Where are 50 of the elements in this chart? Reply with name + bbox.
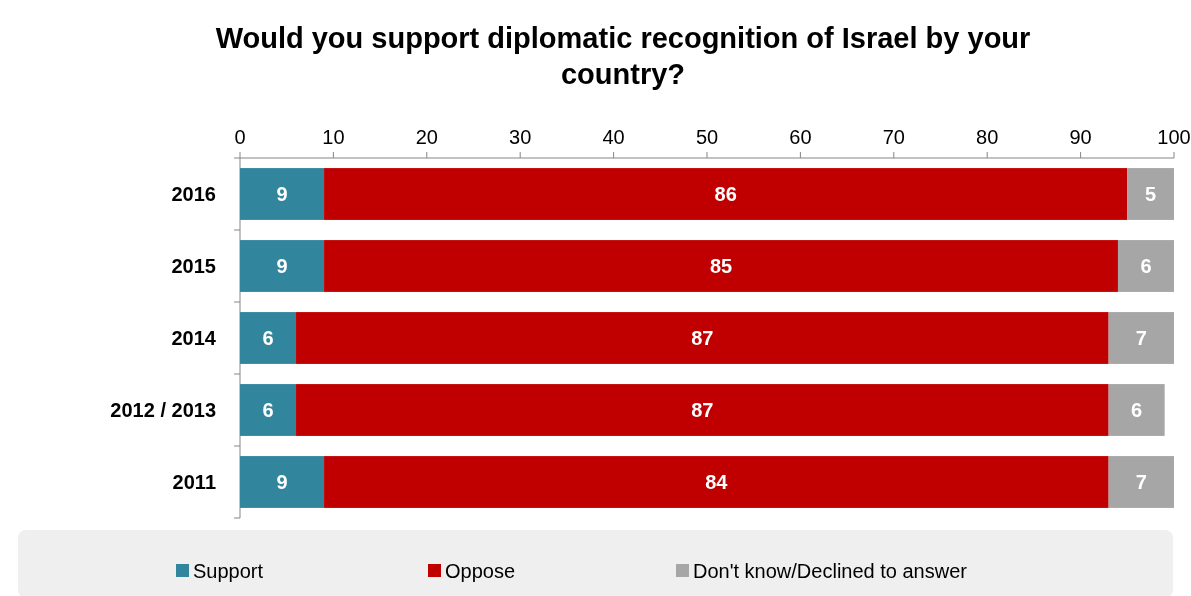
legend-label: Don't know/Declined to answer xyxy=(693,560,968,582)
x-tick-label: 90 xyxy=(1069,126,1092,148)
bar xyxy=(1127,168,1174,220)
bar xyxy=(324,168,1128,220)
bar xyxy=(240,384,297,436)
bar xyxy=(296,384,1109,436)
chart-title: Would you support diplomatic recognition of Israel by your country? xyxy=(215,22,1031,90)
bar xyxy=(296,312,1109,364)
data-label: 6 xyxy=(262,327,274,349)
data-label: 87 xyxy=(691,327,714,349)
bar xyxy=(1108,456,1174,508)
bar xyxy=(240,312,297,364)
x-tick-label: 50 xyxy=(695,126,719,148)
legend-label: Support xyxy=(193,560,264,582)
x-tick-label: 40 xyxy=(602,126,625,148)
legend-label: Oppose xyxy=(445,560,516,582)
data-label: 87 xyxy=(691,399,714,421)
bar xyxy=(240,456,325,508)
y-tick-label: 2015 xyxy=(171,255,216,277)
bar xyxy=(1117,240,1174,292)
bar xyxy=(1108,312,1174,364)
data-label: 9 xyxy=(276,183,288,205)
data-label: 85 xyxy=(709,255,733,277)
x-tick-label: 80 xyxy=(976,126,999,148)
data-label: 84 xyxy=(705,471,729,493)
data-label: 6 xyxy=(1131,399,1143,421)
y-tick-label: 2011 xyxy=(172,471,216,493)
bar xyxy=(240,240,325,292)
x-tick-label: 20 xyxy=(415,126,438,148)
data-label: 86 xyxy=(714,183,737,205)
data-label: 9 xyxy=(276,255,288,277)
data-label: 6 xyxy=(262,399,274,421)
data-label: 7 xyxy=(1135,327,1147,349)
bar xyxy=(1108,384,1165,436)
bar xyxy=(240,168,325,220)
y-tick-label: 2012 / 2013 xyxy=(110,399,216,421)
y-tick-label: 2014 xyxy=(171,327,217,349)
x-tick-label: 70 xyxy=(882,126,905,148)
y-tick-label: 2016 xyxy=(171,183,216,205)
data-label: 7 xyxy=(1135,471,1147,493)
x-tick-label: 0 xyxy=(234,126,246,148)
data-label: 9 xyxy=(276,471,288,493)
x-tick-label: 30 xyxy=(509,126,532,148)
data-label: 6 xyxy=(1140,255,1152,277)
data-label: 5 xyxy=(1145,183,1157,205)
x-tick-label: 60 xyxy=(789,126,812,148)
bar xyxy=(324,456,1109,508)
x-tick-label: 100 xyxy=(1157,126,1191,148)
x-tick-label: 10 xyxy=(322,126,345,148)
bar xyxy=(324,240,1118,292)
